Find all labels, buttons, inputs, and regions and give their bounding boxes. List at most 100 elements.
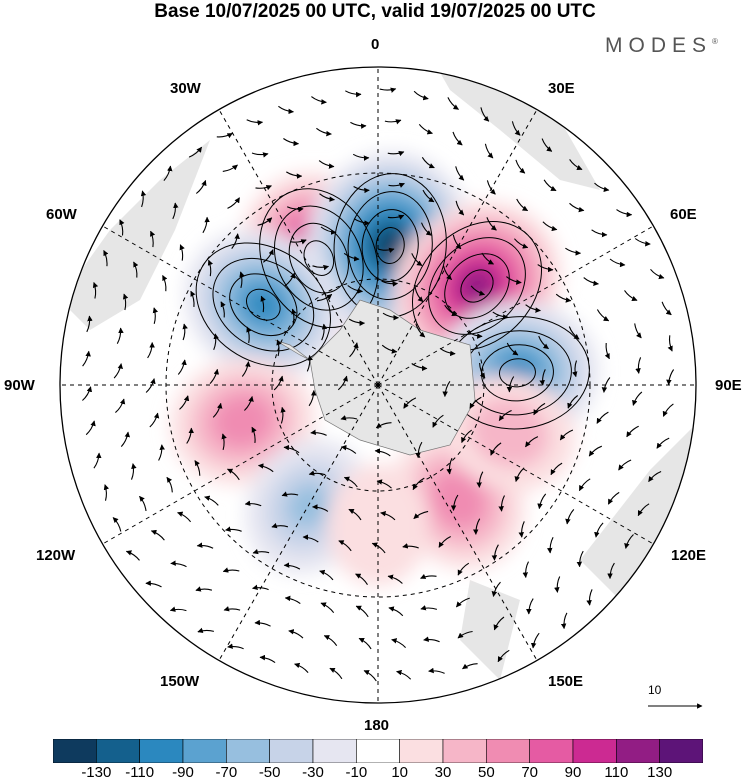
wind-vector — [82, 350, 91, 367]
wind-vector — [276, 339, 282, 357]
colorbar-swatch — [139, 739, 184, 763]
lon-label-0: 0 — [371, 36, 380, 53]
lon-label-150w: 150W — [160, 673, 200, 690]
wind-vector — [257, 463, 274, 473]
meridian — [102, 225, 379, 386]
wind-vector — [616, 209, 633, 218]
modes-logo: MODES® — [605, 34, 718, 58]
wind-vector — [363, 670, 377, 682]
wind-vector — [221, 433, 227, 451]
wind-vector — [555, 293, 572, 303]
wind-vector — [462, 663, 478, 670]
colorbar-swatch — [53, 739, 97, 763]
wind-vector — [113, 363, 123, 379]
registered-mark: ® — [712, 37, 718, 46]
meridian — [218, 109, 379, 386]
wind-vector — [415, 323, 426, 338]
wind-vector — [260, 295, 266, 313]
wind-vector — [273, 375, 284, 391]
wind-vector — [522, 561, 529, 578]
wind-vector — [569, 202, 585, 213]
wind-vector — [661, 301, 672, 316]
contour — [375, 227, 405, 265]
contour — [303, 240, 335, 276]
wind-vector — [186, 427, 195, 444]
wind-vector — [624, 290, 638, 301]
colorbar — [53, 739, 703, 763]
wind-vector — [388, 182, 405, 188]
wind-vector — [320, 602, 335, 614]
wind-vector — [223, 606, 241, 612]
wind-vector — [506, 276, 522, 285]
lon-label-150e: 150E — [548, 673, 584, 690]
wind-vector — [115, 398, 126, 414]
wind-vector — [648, 470, 662, 483]
wind-vector — [195, 586, 213, 592]
wind-vector — [329, 667, 343, 680]
wind-vector — [572, 360, 578, 378]
anomaly-center — [170, 357, 316, 485]
colorbar-swatch — [572, 739, 617, 763]
wind-vector — [286, 171, 303, 179]
wind-vector — [291, 308, 297, 326]
wind-vector — [568, 326, 580, 340]
wind-vector — [447, 97, 459, 110]
wind-vector — [542, 221, 558, 232]
wind-vector — [662, 403, 674, 417]
wind-vector — [271, 522, 289, 529]
meridian — [218, 384, 379, 661]
wind-vector — [537, 493, 547, 510]
wind-vector — [241, 361, 251, 377]
wind-vector — [197, 627, 215, 633]
wind-vector — [316, 127, 332, 137]
wind-vector — [539, 369, 546, 386]
wind-vector — [415, 441, 423, 459]
wind-vector — [455, 597, 470, 608]
colorbar-tick-label: 70 — [521, 764, 538, 781]
wind-vector — [227, 197, 240, 209]
wind-vector — [182, 323, 188, 341]
meridian — [377, 109, 538, 386]
wind-vector — [418, 123, 433, 135]
wind-vector — [348, 318, 366, 326]
wind-vector — [511, 121, 521, 136]
colorbar-tick-label: -30 — [302, 764, 324, 781]
wind-vector — [423, 636, 440, 643]
wind-vector — [116, 327, 124, 344]
wind-vector — [251, 426, 257, 443]
logo-text: MODES — [605, 34, 713, 57]
wind-vector — [470, 285, 486, 296]
wind-vector — [133, 261, 139, 278]
anomaly-center — [443, 374, 576, 492]
wind-vector — [320, 226, 337, 235]
wind-vector — [246, 326, 252, 344]
contour — [361, 209, 419, 282]
anomaly-level — [470, 397, 550, 468]
wind-vector — [355, 605, 369, 618]
wind-vector — [284, 272, 296, 287]
wind-vector — [565, 509, 575, 525]
wind-vector — [170, 560, 187, 568]
wind-vector — [543, 179, 557, 192]
wind-vector — [343, 476, 358, 488]
lon-label-30w: 30W — [170, 80, 201, 97]
wind-vector — [554, 576, 561, 593]
lon-label-30e: 30E — [548, 80, 575, 97]
wind-vector — [446, 457, 453, 475]
wind-vector — [252, 584, 269, 591]
colorbar-tick-label: 130 — [647, 764, 673, 781]
wind-vector — [318, 160, 335, 169]
wind-vector — [578, 478, 591, 492]
wind-vector — [306, 354, 313, 372]
land-new-zealand — [460, 580, 520, 680]
wind-vector — [152, 307, 159, 324]
wind-vector — [576, 550, 584, 568]
wind-vector — [667, 335, 673, 352]
wind-vector — [308, 389, 317, 407]
wind-vector — [343, 252, 360, 262]
wind-vector — [634, 323, 642, 339]
wind-vector — [145, 378, 156, 393]
wind-vector — [308, 470, 326, 476]
wind-vector — [311, 96, 327, 105]
wind-vector — [257, 217, 273, 226]
